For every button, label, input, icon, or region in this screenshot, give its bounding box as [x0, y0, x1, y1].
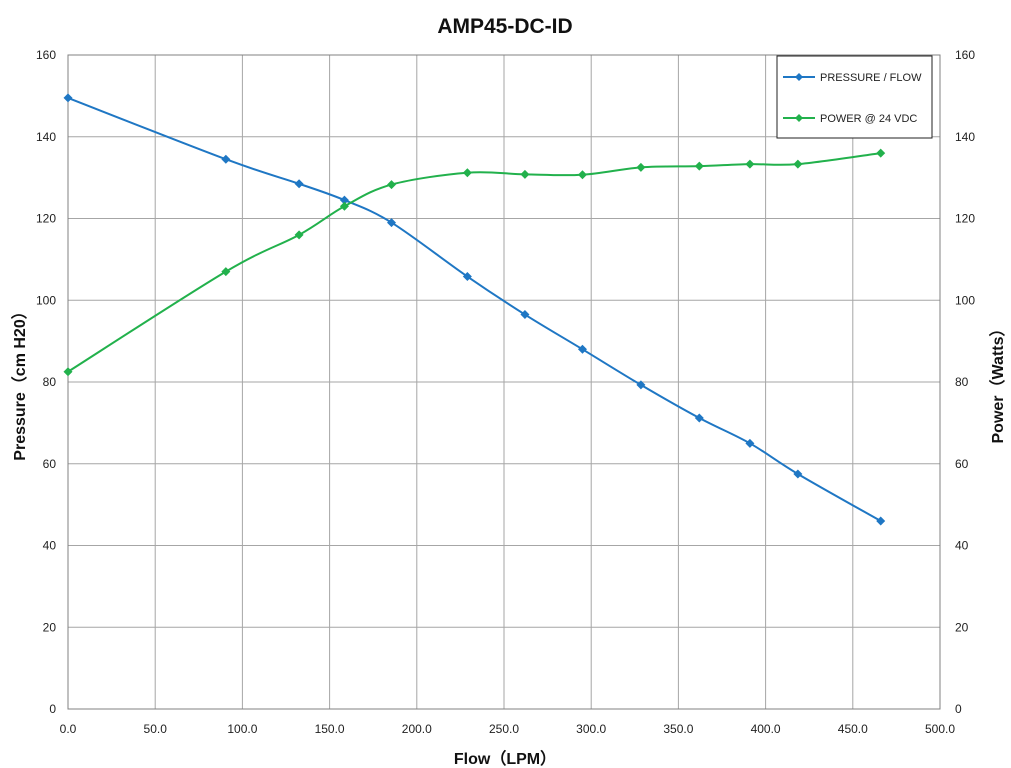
data-point-pressure-flow-4 [387, 218, 397, 228]
data-point-pressure-flow-0 [63, 93, 73, 103]
data-point-power-24-vdc-11 [793, 159, 803, 169]
x-tick-label-5: 250.0 [489, 722, 519, 736]
x-tick-label-2: 100.0 [227, 722, 257, 736]
y-tick-label-0: 0 [49, 702, 56, 716]
x-tick-label-9: 450.0 [838, 722, 868, 736]
data-point-power-24-vdc-12 [876, 148, 886, 158]
x-tick-label-7: 350.0 [663, 722, 693, 736]
data-point-pressure-flow-2 [294, 179, 304, 189]
x-tick-label-10: 500.0 [925, 722, 955, 736]
data-point-power-24-vdc-2 [294, 230, 304, 240]
y-tick-label-6: 120 [36, 212, 56, 226]
x-tick-label-1: 50.0 [144, 722, 168, 736]
x-axis-ticks: 0.0 50.0 100.0 150.0 200.0 250.0 300.0 350.0 400… [60, 722, 956, 736]
data-point-pressure-flow-8 [636, 380, 646, 390]
y-tick-label-8: 160 [36, 48, 56, 62]
x-tick-label-4: 200.0 [402, 722, 432, 736]
data-point-power-24-vdc-5 [462, 168, 472, 178]
x-tick-label-8: 400.0 [751, 722, 781, 736]
data-point-pressure-flow-5 [462, 272, 472, 282]
data-point-power-24-vdc-10 [745, 159, 755, 169]
legend-label-power: POWER @ 24 VDC [820, 113, 917, 125]
data-point-pressure-flow-10 [745, 438, 755, 448]
y-tick-label-7: 140 [36, 130, 56, 144]
x-tick-label-6: 300.0 [576, 722, 606, 736]
x-tick-label-3: 150.0 [315, 722, 345, 736]
data-point-power-24-vdc-1 [221, 267, 231, 277]
chart-title: AMP45-DC-ID [437, 15, 572, 38]
x-tick-label-0: 0.0 [60, 722, 77, 736]
data-point-pressure-flow-7 [577, 344, 587, 354]
y-axis-ticks: 0 20 40 60 80 100 120 140 160 [36, 48, 56, 716]
legend: PRESSURE / FLOW POWER @ 24 VDC [776, 55, 933, 139]
data-point-power-24-vdc-8 [636, 162, 646, 172]
y2-tick-label-6: 120 [955, 212, 975, 226]
legend-box [776, 55, 933, 139]
y-tick-label-4: 80 [43, 375, 57, 389]
y-tick-label-3: 60 [43, 457, 57, 471]
y2-tick-label-1: 20 [955, 620, 969, 634]
y-tick-label-1: 20 [43, 620, 57, 634]
legend-marker-pressure [795, 73, 803, 81]
data-point-power-24-vdc-0 [63, 367, 73, 377]
data-point-pressure-flow-12 [876, 516, 886, 526]
y2-tick-label-2: 40 [955, 539, 969, 553]
y2-tick-label-7: 140 [955, 130, 975, 144]
y-tick-label-5: 100 [36, 293, 56, 307]
legend-marker-power [795, 114, 803, 122]
series-layer [63, 93, 886, 526]
y2-tick-label-0: 0 [955, 702, 962, 716]
y2-tick-label-4: 80 [955, 375, 969, 389]
data-point-pressure-flow-9 [694, 413, 704, 423]
data-point-power-24-vdc-4 [387, 180, 397, 190]
legend-label-pressure: PRESSURE / FLOW [820, 72, 922, 84]
data-point-power-24-vdc-3 [339, 201, 349, 211]
y-tick-label-2: 40 [43, 539, 57, 553]
data-point-power-24-vdc-9 [694, 161, 704, 171]
series-pressure-flow [63, 93, 886, 526]
y-axis-label: Pressure（cm H20） [11, 303, 29, 460]
y2-tick-label-8: 160 [955, 48, 975, 62]
data-point-pressure-flow-11 [793, 469, 803, 479]
y2-tick-label-3: 60 [955, 457, 969, 471]
data-point-pressure-flow-6 [520, 310, 530, 320]
y2-axis-ticks: 0 20 40 60 80 100 120 140 160 [955, 48, 975, 716]
data-point-power-24-vdc-6 [520, 169, 530, 179]
plot-area-border [67, 54, 941, 710]
y2-axis-label: Power（Watts） [989, 321, 1007, 444]
data-point-power-24-vdc-7 [577, 170, 587, 180]
x-axis-label: Flow（LPM） [454, 750, 556, 768]
data-point-pressure-flow-3 [339, 195, 349, 205]
series-power-24-vdc [63, 148, 886, 377]
y2-tick-label-5: 100 [955, 293, 975, 307]
data-point-pressure-flow-1 [221, 154, 231, 164]
